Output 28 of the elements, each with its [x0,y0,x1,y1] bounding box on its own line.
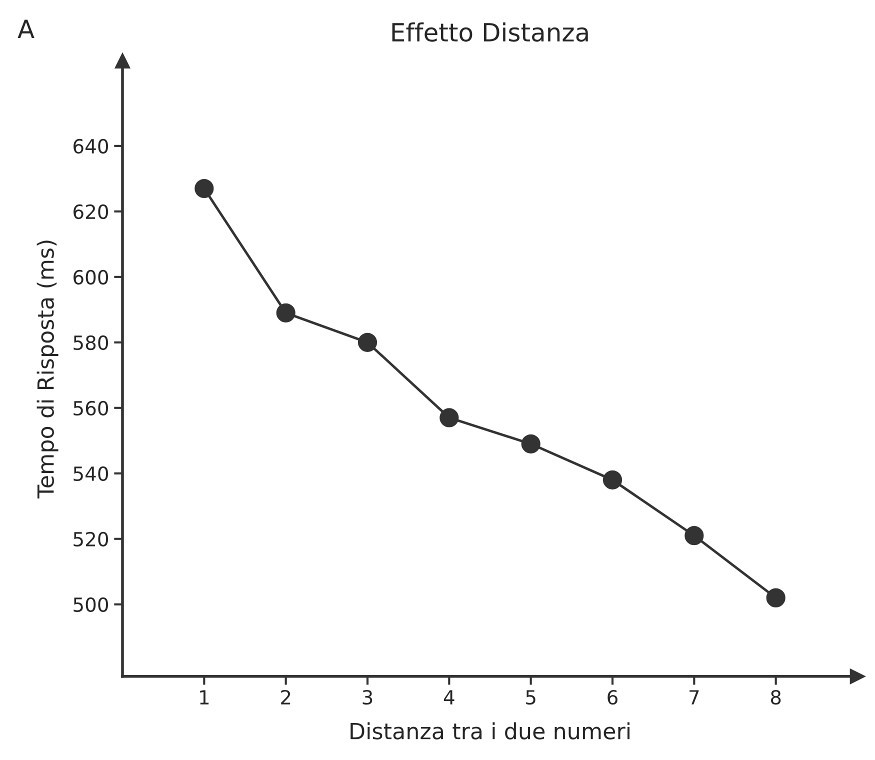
x-tick-label: 2 [281,690,290,704]
point [194,178,214,198]
point [602,470,622,490]
x-tick-label: 3 [362,690,372,705]
y-tick-label: 600 [74,270,108,285]
y-tick-label: 560 [74,400,108,416]
x-axis-title: Distanza tra i due numeri [350,722,630,740]
y-tick-label: 580 [74,335,108,350]
x-tick-label: 7 [690,690,699,704]
x-tick-label: 1 [200,690,209,704]
x-tick-label: 6 [608,690,618,705]
y-axis-title: Tempo di Risposta (ms) [36,240,58,498]
chart-title: Effetto Distanza [392,22,588,42]
point [358,332,378,352]
y-tick-label: 640 [74,138,108,154]
x-tick-label: 5 [526,690,536,705]
y-tick-label: 500 [74,597,108,612]
point [766,588,786,608]
y-tick-label: 520 [74,532,108,547]
y-tick-label: 620 [74,204,108,220]
x-tick-label: 8 [770,690,781,705]
point [440,408,459,428]
text: A [18,20,34,38]
point [276,303,296,322]
point [684,526,704,546]
point [521,434,540,454]
x-tick-label: 4 [444,690,454,704]
y-tick-label: 540 [74,466,108,482]
